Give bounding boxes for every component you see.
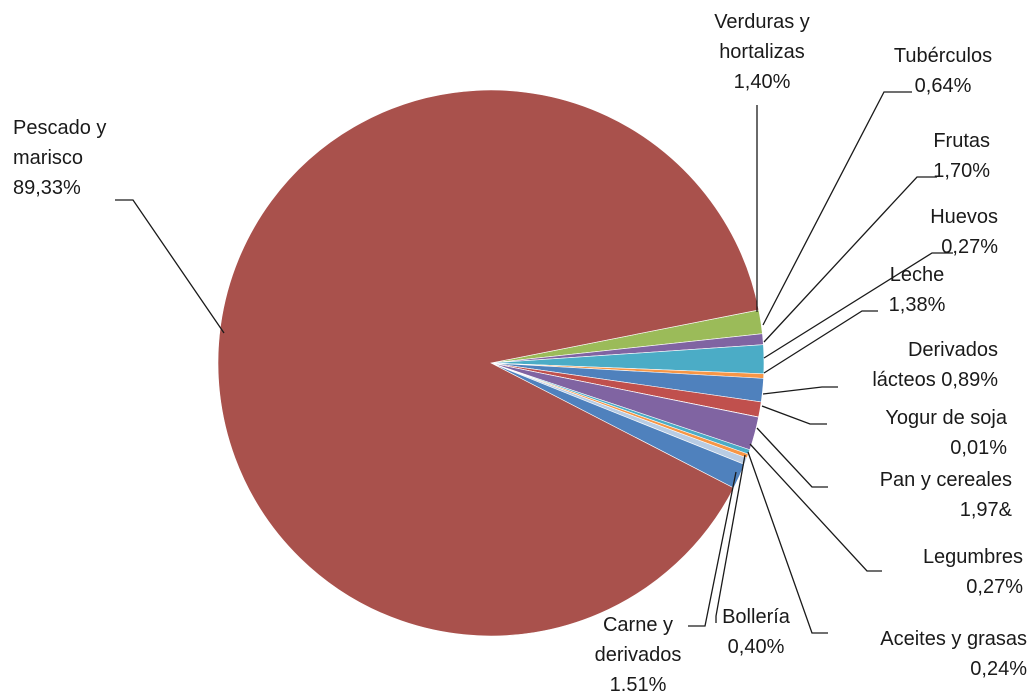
slice-label-line: 0,40% [728, 636, 785, 658]
leader-line-tuberculos [762, 91, 912, 326]
slice-label-line: 1,70% [933, 160, 990, 182]
slice-label-line: Tubérculos [894, 45, 992, 67]
slice-label-line: Carne y [603, 614, 673, 636]
slice-label-line: 0,64% [915, 75, 972, 97]
leader-line-leche [763, 310, 878, 374]
slice-label-aceites-grasas: Aceites y grasas 0,24% [880, 628, 1027, 680]
slice-label-line: 0,27% [966, 576, 1023, 598]
slice-label-line: 0,27% [941, 236, 998, 258]
slice-label-huevos: Huevos 0,27% [930, 206, 998, 258]
leader-line-frutas [763, 176, 937, 343]
slice-label-verduras: Verduras y hortalizas 1,40% [714, 11, 810, 93]
leader-line-carne-derivados [688, 471, 737, 627]
slice-label-legumbres: Legumbres 0,27% [923, 546, 1023, 598]
leader-line-pescado-marisco [115, 199, 225, 334]
slice-label-line: marisco [13, 147, 83, 169]
slice-label-pescado-marisco: Pescado y marisco 89,33% [13, 117, 106, 199]
slice-label-line: Yogur de soja [885, 407, 1007, 429]
pie-slice-pescado-marisco [217, 89, 760, 637]
leader-line-huevos [763, 252, 953, 359]
slice-label-line: 1.51% [610, 674, 667, 695]
pie-slices [217, 89, 765, 637]
slice-label-line: Legumbres [923, 546, 1023, 568]
slice-label-derivados-lacteos: Derivados lácteos 0,89% [872, 339, 998, 391]
slice-label-line: Huevos [930, 206, 998, 228]
leader-line-aceites-grasas [747, 451, 828, 634]
slice-label-line: hortalizas [719, 41, 805, 63]
slice-label-line: 1,97& [960, 499, 1013, 521]
slice-label-line: Verduras y [714, 11, 810, 33]
slice-label-line: 89,33% [13, 177, 81, 199]
slice-label-line: 1,38% [889, 294, 946, 316]
leader-line-yogur-soja [761, 405, 827, 425]
slice-label-leche: Leche 1,38% [889, 264, 946, 316]
leader-line-pan-cereales [756, 427, 828, 488]
leader-lines [115, 91, 953, 634]
slice-label-carne-derivados: Carne y derivados 1.51% [595, 614, 682, 695]
slice-label-line: 1,40% [734, 71, 791, 93]
leader-line-bolleria [715, 454, 746, 623]
slice-label-line: Pan y cereales [880, 469, 1012, 491]
slice-label-yogur-soja: Yogur de soja 0,01% [885, 407, 1007, 459]
slice-label-line: Bollería [722, 606, 791, 628]
slice-label-pan-cereales: Pan y cereales 1,97& [880, 469, 1013, 521]
slice-label-line: Derivados [908, 339, 998, 361]
leader-line-derivados-lacteos [762, 386, 838, 395]
slice-label-tuberculos: Tubérculos 0,64% [894, 45, 992, 97]
slice-label-line: Leche [890, 264, 945, 286]
slice-labels: Verduras y hortalizas 1,40% Tubérculos 0,64%… [13, 11, 1027, 695]
slice-label-line: Aceites y grasas [880, 628, 1027, 650]
leader-line-legumbres [749, 443, 882, 572]
slice-label-line: Frutas [933, 130, 990, 152]
slice-label-line: 0,01% [950, 437, 1007, 459]
slice-label-bolleria: Bollería 0,40% [722, 606, 791, 658]
slice-label-line: 0,24% [970, 658, 1027, 680]
slice-label-line: derivados [595, 644, 682, 666]
slice-label-line: lácteos 0,89% [872, 369, 998, 391]
slice-label-frutas: Frutas 1,70% [933, 130, 990, 182]
slice-label-line: Pescado y [13, 117, 106, 139]
